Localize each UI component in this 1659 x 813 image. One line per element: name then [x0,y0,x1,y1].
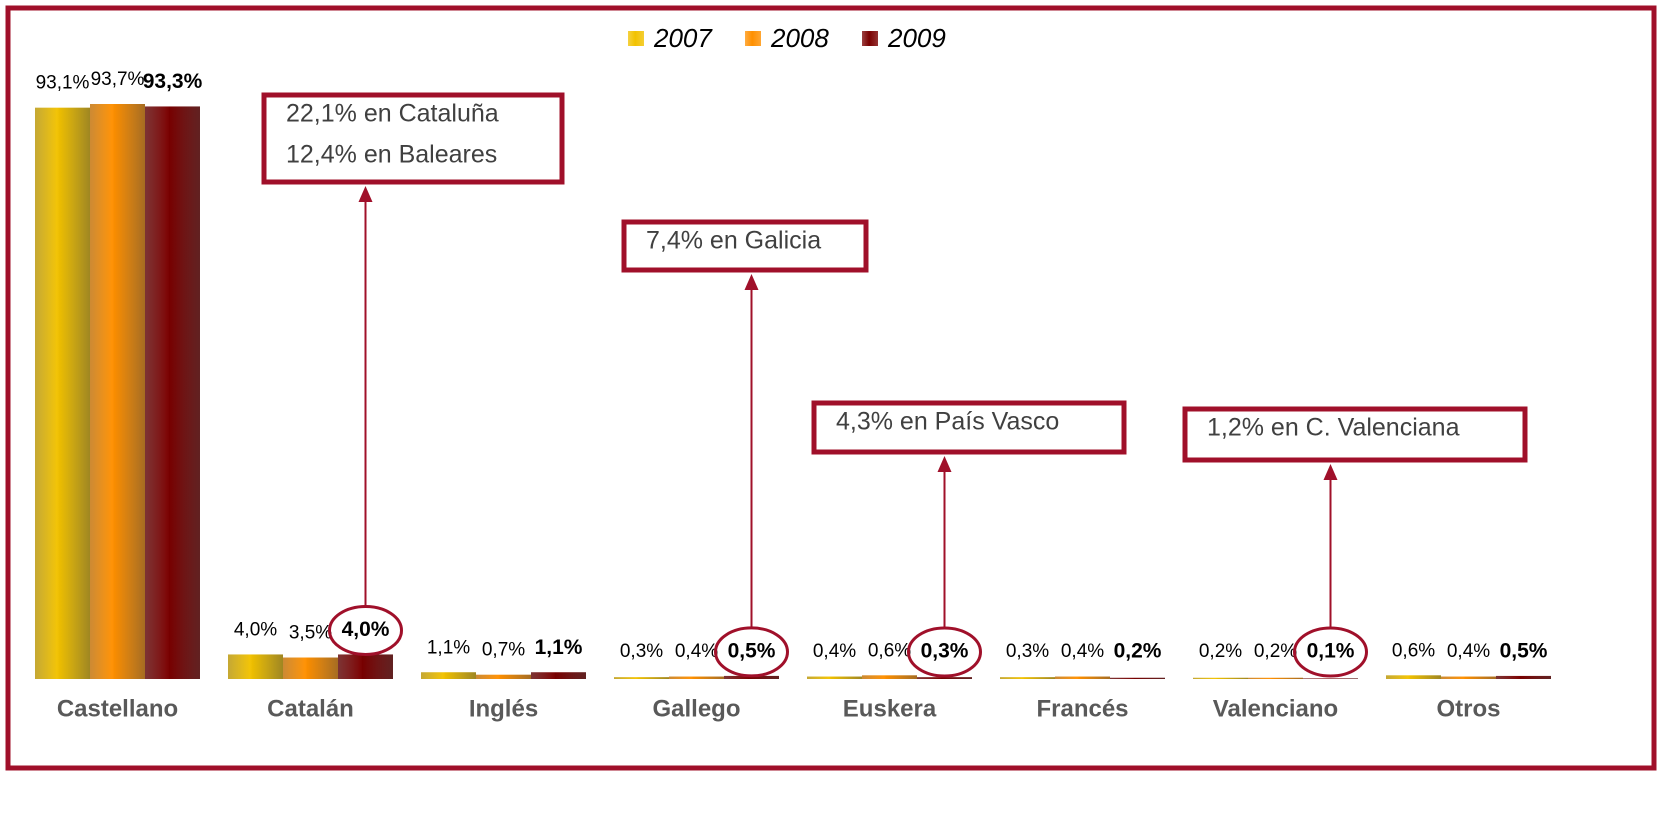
value-label: 1,1% [535,636,583,659]
annotation-text: 12,4% en Baleares [286,141,497,169]
bar-shade [338,654,393,679]
value-label: 4,0% [234,619,277,640]
bar-shade [1303,678,1358,679]
category-label: Gallego [652,695,740,722]
value-label: 0,3% [620,641,663,662]
value-label: 1,1% [427,637,470,658]
arrow-head [1323,464,1338,480]
arrow-head [358,186,373,202]
bar-shade [1193,677,1248,679]
value-label: 0,4% [813,641,856,662]
value-label: 93,7% [91,69,145,90]
arrow-head [937,456,952,472]
value-label: 0,4% [1061,641,1104,662]
category-label: Euskera [843,695,937,722]
legend-swatch [628,31,644,46]
bar-shade [862,675,917,679]
bar-shade [1248,677,1303,679]
value-label: 93,1% [36,73,90,94]
legend-swatch [862,31,878,46]
bar-shade [1000,677,1055,679]
legend-swatch [745,31,761,46]
bar-shade [90,104,145,679]
value-label: 0,5% [728,639,776,662]
value-label: 0,6% [868,640,911,661]
annotation-text: 22,1% en Cataluña [286,100,499,128]
annotation-text: 1,2% en C. Valenciana [1207,414,1460,442]
category-label: Catalán [267,695,354,722]
value-label: 0,2% [1114,640,1162,663]
annotation-box [261,92,565,185]
value-label: 0,2% [1254,641,1297,662]
value-label: 0,4% [675,641,718,662]
bar-shade [228,654,283,679]
value-label: 0,4% [1447,641,1490,662]
annotation-box [621,219,869,273]
category-label: Inglés [469,695,538,722]
value-label: 0,7% [482,640,525,661]
bar-shade [1386,675,1441,679]
value-label: 0,6% [1392,640,1435,661]
value-label: 3,5% [289,623,332,644]
bar-shade [1110,677,1165,679]
bar-shade [807,676,862,679]
bar-shade [421,672,476,679]
value-label: 0,5% [1500,639,1548,662]
category-label: Castellano [57,695,178,722]
bar-shade [669,676,724,679]
bar-shade [145,106,200,679]
bar-shade [531,672,586,679]
category-label: Francés [1036,695,1128,722]
arrow-head [744,274,759,290]
annotation-text: 4,3% en País Vasco [836,408,1059,436]
bar-shade [476,674,531,679]
value-label: 0,2% [1199,641,1242,662]
bar-shade [614,677,669,679]
value-label: 4,0% [342,618,390,641]
category-label: Otros [1436,695,1500,722]
value-label: 0,3% [921,640,969,663]
bar-shade [283,657,338,679]
value-label: 0,3% [1006,641,1049,662]
legend-label: 2008 [770,23,829,53]
bar-shade [1441,676,1496,679]
annotation-box [811,400,1127,455]
bar-shade [1496,675,1551,679]
annotation-text: 7,4% en Galicia [646,227,821,255]
annotation-box [1182,406,1528,463]
category-label: Valenciano [1213,695,1338,722]
bar-shade [1055,676,1110,679]
legend-label: 2007 [653,23,713,53]
bar-shade [917,677,972,679]
value-label: 93,3% [143,70,203,93]
bar-shade [724,675,779,679]
value-label: 0,1% [1307,640,1355,663]
bar-shade [35,107,90,680]
legend-label: 2009 [887,23,946,53]
